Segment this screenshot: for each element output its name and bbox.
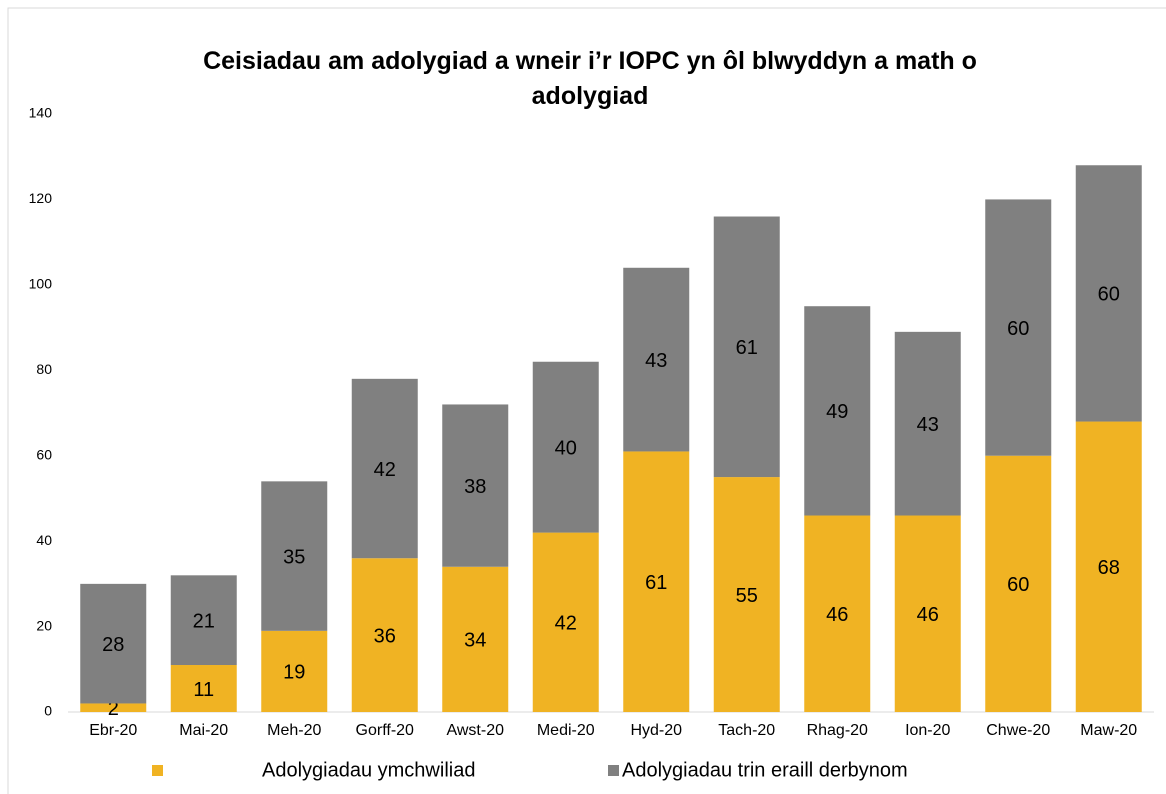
x-tick-label: Medi-20: [537, 722, 595, 739]
bar-segment: [623, 267, 690, 452]
y-tick-label: 60: [36, 446, 52, 462]
bar-segment: [894, 515, 961, 712]
data-label: 43: [917, 414, 939, 436]
bar-segment: [985, 455, 1052, 712]
data-label: 42: [555, 613, 577, 635]
y-tick-label: 40: [36, 532, 52, 548]
legend-label: Adolygiadau ymchwiliad: [262, 759, 475, 781]
chart-frame: [7, 7, 1166, 794]
data-label: 42: [374, 459, 396, 481]
data-label: 61: [645, 572, 667, 594]
data-label: 61: [736, 337, 758, 359]
x-tick-label: Chwe-20: [986, 722, 1050, 739]
bar-segment: [532, 361, 599, 533]
bar-segment: [442, 566, 509, 712]
bar-segment: [713, 477, 780, 712]
bar-segment: [261, 630, 328, 712]
x-tick-label: Maw-20: [1080, 722, 1137, 739]
x-tick-label: Gorff-20: [356, 722, 415, 739]
data-label: 11: [193, 679, 214, 701]
bar-segment: [804, 515, 871, 712]
data-label: 60: [1007, 574, 1029, 596]
data-label: 60: [1007, 318, 1029, 340]
data-label: 49: [826, 401, 848, 423]
bar-segment: [170, 575, 237, 666]
x-tick-label: Hyd-20: [630, 722, 682, 739]
x-tick-label: Ion-20: [905, 722, 950, 739]
bar-segment: [532, 532, 599, 712]
y-tick-label: 100: [29, 276, 53, 292]
bar-segment: [804, 306, 871, 516]
x-tick-label: Tach-20: [718, 722, 775, 739]
y-tick-label: 120: [29, 190, 53, 206]
chart-title: Ceisiadau am adolygiad a wneir i’r IOPC …: [203, 47, 977, 110]
legend-swatch: [152, 765, 163, 776]
legend-label: Adolygiadau trin eraill derbynom: [622, 759, 908, 781]
bar-segment: [985, 199, 1052, 456]
data-label: 60: [1098, 284, 1120, 306]
legend-swatch: [608, 765, 619, 776]
y-tick-label: 0: [44, 703, 52, 719]
data-label: 35: [283, 546, 305, 568]
y-tick-label: 20: [36, 617, 52, 633]
bar-segment: [80, 703, 147, 712]
data-label: 19: [283, 662, 305, 684]
bar-segment: [623, 451, 690, 712]
data-label: 68: [1098, 557, 1120, 579]
data-label: 43: [645, 350, 667, 372]
bar-segment: [170, 665, 237, 712]
bar-segment: [1075, 165, 1142, 422]
bar-segment: [442, 404, 509, 567]
y-tick-label: 80: [36, 361, 52, 377]
bar-segment: [1075, 421, 1142, 712]
data-label: 34: [464, 630, 486, 652]
bar-segment: [894, 331, 961, 516]
bar-segment: [261, 481, 328, 631]
x-tick-label: Awst-20: [446, 722, 504, 739]
data-label: 46: [826, 604, 848, 626]
x-tick-label: Ebr-20: [89, 722, 137, 739]
bar-segment: [80, 583, 147, 704]
data-label: 2: [108, 698, 119, 720]
data-label: 38: [464, 476, 486, 498]
data-label: 40: [555, 437, 577, 459]
x-tick-label: Mai-20: [179, 722, 228, 739]
bar-segment: [351, 558, 418, 712]
data-label: 55: [736, 585, 758, 607]
data-label: 46: [917, 604, 939, 626]
x-tick-label: Meh-20: [267, 722, 321, 739]
bar-segment: [351, 378, 418, 559]
data-label: 36: [374, 625, 396, 647]
y-tick-label: 140: [29, 105, 53, 121]
bar-segment: [713, 216, 780, 478]
data-label: 28: [102, 634, 124, 656]
x-tick-label: Rhag-20: [807, 722, 868, 739]
data-label: 21: [193, 610, 215, 632]
